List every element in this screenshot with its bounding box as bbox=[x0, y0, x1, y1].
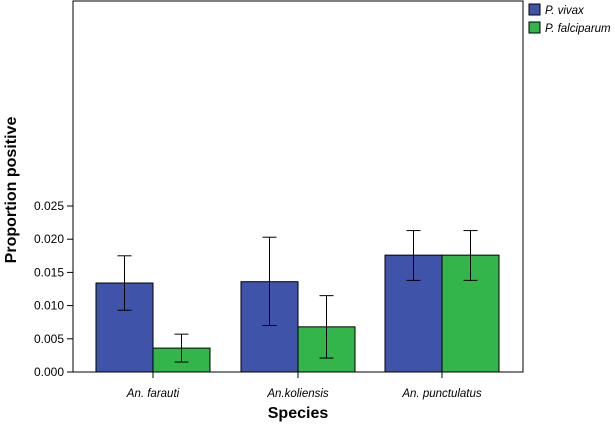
x-tick-label: An. farauti bbox=[126, 388, 180, 400]
x-tick-label: An. punctulatus bbox=[401, 388, 482, 400]
legend-swatch bbox=[528, 3, 541, 16]
bars bbox=[95, 254, 500, 373]
y-tick-label: 0.015 bbox=[34, 265, 64, 279]
x-tick-label: An.koliensis bbox=[266, 388, 329, 400]
y-tick-label: 0.010 bbox=[34, 299, 64, 313]
x-axis-title: Species bbox=[268, 405, 329, 422]
y-tick-label: 0.020 bbox=[34, 232, 64, 246]
legend-label: P. vivax bbox=[545, 5, 585, 17]
y-axis: 0.000 0.005 0.010 0.015 0.020 0.025 bbox=[34, 199, 73, 379]
legend-label: P. falciparum bbox=[545, 23, 611, 35]
y-tick-label: 0.005 bbox=[34, 332, 64, 346]
y-tick-label: 0.025 bbox=[34, 199, 64, 213]
y-axis-title: Proportion positive bbox=[3, 117, 20, 264]
y-tick-label: 0.000 bbox=[34, 365, 64, 379]
legend-swatch bbox=[528, 21, 541, 34]
x-axis: An. farauti An.koliensis An. punctulatus bbox=[126, 372, 482, 400]
error-bars bbox=[117, 230, 478, 363]
legend: P. vivax P. falciparum bbox=[528, 3, 611, 35]
